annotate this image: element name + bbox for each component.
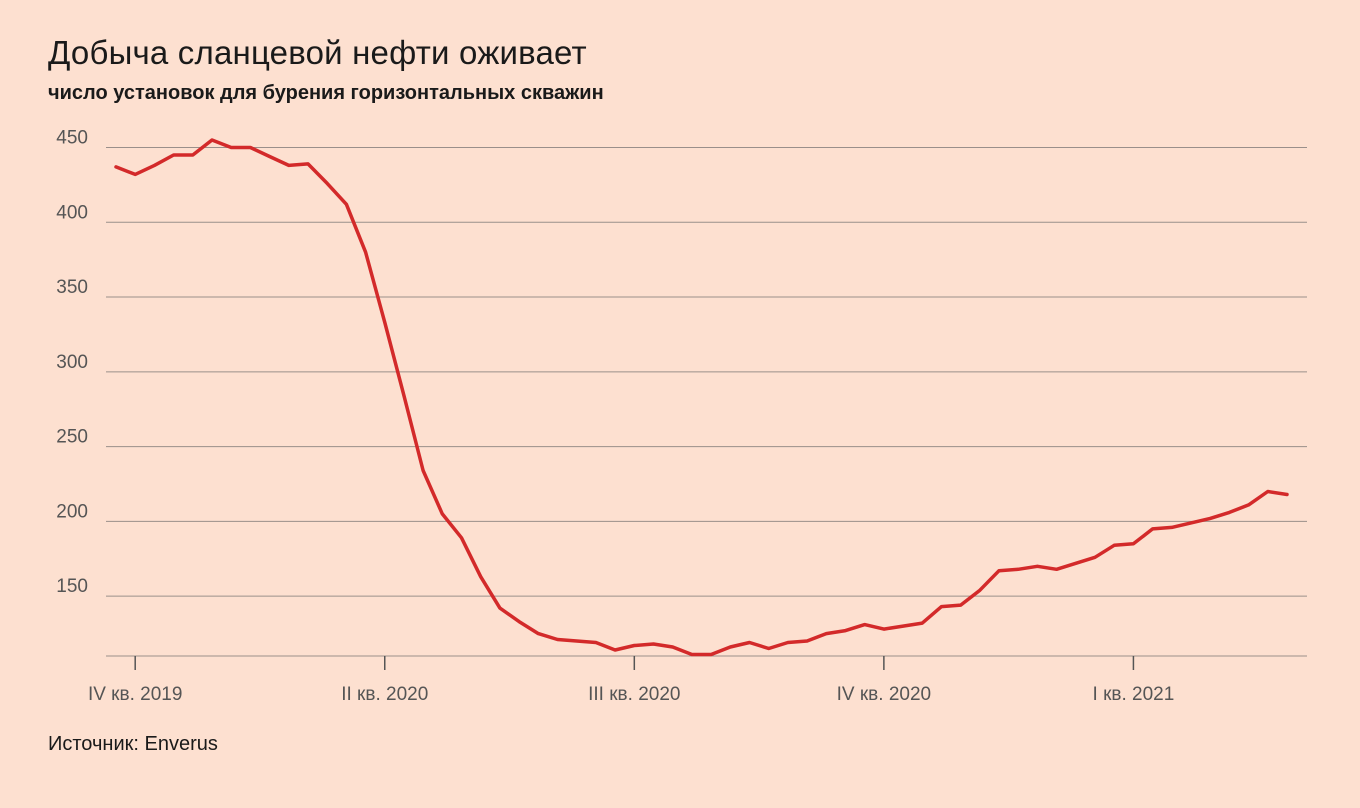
data-point [978, 588, 982, 592]
data-point [402, 394, 406, 397]
data-point [901, 624, 905, 628]
data-point [498, 606, 502, 610]
data-point [441, 512, 444, 516]
data-point [1036, 565, 1039, 568]
y-tick-label: 300 [56, 352, 88, 373]
x-tick-label: I кв. 2021 [1093, 684, 1175, 705]
data-point [517, 620, 521, 623]
data-point [633, 644, 636, 647]
data-point [191, 153, 194, 157]
data-point [940, 605, 943, 608]
data-point [153, 164, 156, 167]
data-point [325, 182, 329, 185]
x-tick-label: III кв. 2020 [588, 684, 680, 705]
data-point [729, 645, 732, 649]
data-point [863, 623, 866, 626]
data-point [1209, 517, 1212, 520]
data-point [114, 165, 118, 169]
data-point [556, 638, 559, 641]
data-point [1170, 526, 1174, 529]
data-point [1151, 527, 1154, 531]
data-point [460, 536, 463, 540]
data-point [1055, 568, 1058, 571]
y-tick-label: 350 [56, 277, 88, 298]
data-point [671, 645, 674, 649]
data-point [364, 250, 367, 254]
data-point [1074, 562, 1078, 565]
chart-title: Добыча сланцевой нефти оживает [48, 34, 587, 71]
data-point [229, 146, 233, 149]
data-point [805, 639, 809, 643]
data-point [921, 621, 924, 625]
data-point [383, 321, 386, 324]
data-point [767, 647, 770, 650]
x-tick-label: IV кв. 2020 [837, 684, 931, 705]
grid-lines [106, 146, 1307, 597]
x-tick-label: II кв. 2020 [341, 684, 428, 705]
data-point [652, 642, 655, 646]
data-point [1113, 544, 1116, 547]
x-tick-label: IV кв. 2019 [88, 684, 182, 705]
data-point [690, 653, 694, 656]
data-point [844, 629, 847, 632]
data-point [1189, 521, 1193, 525]
chart-subtitle: число установок для бурения горизонтальн… [48, 82, 604, 104]
data-point [825, 632, 828, 635]
data-point [575, 639, 578, 643]
data-point [997, 569, 1001, 572]
data-point [1266, 490, 1270, 493]
data-point [1285, 493, 1289, 496]
y-tick-label: 250 [56, 427, 88, 448]
series-line [114, 138, 1289, 657]
series-layer [114, 138, 1289, 657]
data-point [172, 153, 175, 157]
data-point [1228, 511, 1231, 514]
y-tick-label: 450 [56, 127, 88, 148]
data-point [133, 173, 137, 176]
data-point [537, 632, 540, 635]
data-point [268, 155, 271, 158]
data-point [345, 203, 348, 206]
data-point [748, 641, 751, 644]
data-point [210, 138, 214, 142]
data-point [1132, 542, 1135, 546]
y-tick-label: 400 [56, 202, 88, 223]
data-point [594, 641, 598, 644]
data-point [613, 648, 617, 652]
data-point [421, 469, 425, 472]
data-point [249, 146, 252, 149]
data-point [786, 641, 790, 644]
data-point [287, 164, 290, 167]
source-note: Источник: Enverus [48, 733, 218, 755]
data-point [959, 603, 962, 607]
data-point [882, 627, 886, 631]
y-tick-label: 200 [56, 501, 88, 522]
data-point [306, 162, 310, 166]
x-axis: IV кв. 2019 II кв. 2020 III кв. 2020 IV кв.… [88, 655, 1307, 705]
data-point [1093, 556, 1097, 559]
data-point [709, 653, 713, 656]
data-point [1247, 503, 1250, 507]
data-point [479, 575, 482, 578]
y-axis: 150 200 250 300 350 400 450 [56, 127, 88, 597]
y-tick-label: 150 [56, 576, 88, 597]
data-point [1017, 568, 1020, 571]
